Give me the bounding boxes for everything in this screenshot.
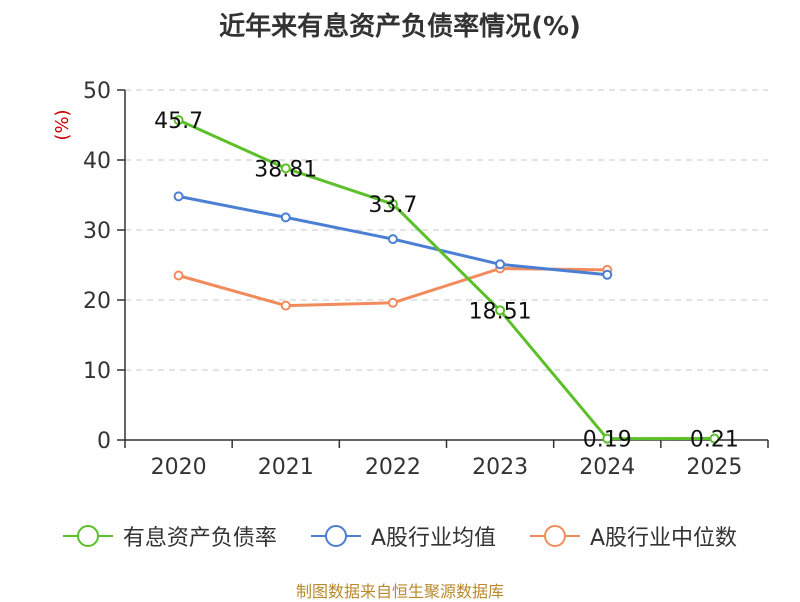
legend-item-industry-mean[interactable]: A股行业均值 <box>310 520 496 552</box>
legend-item-industry-median[interactable]: A股行业中位数 <box>530 520 737 552</box>
series-layer <box>173 115 720 444</box>
y-tick-label-30: 30 <box>83 219 111 244</box>
series-2-point-2022 <box>387 297 398 308</box>
y-tick-label-0: 0 <box>97 429 111 454</box>
series-1-point-2020 <box>173 191 184 202</box>
data-label-2024: 0.19 <box>583 428 632 453</box>
x-tick-label-2025: 2025 <box>686 455 742 480</box>
legend-swatch-interest-debt-ratio <box>62 525 113 547</box>
series-0-point-2021 <box>280 163 291 174</box>
legend-swatch-industry-mean <box>310 525 361 547</box>
grid-layer <box>125 89 768 371</box>
series-line-0 <box>177 118 715 441</box>
x-tick-label-2020: 2020 <box>151 455 207 480</box>
series-0-point-2025 <box>709 433 720 444</box>
x-tick-label-2024: 2024 <box>579 455 635 480</box>
series-1-point-2021 <box>280 212 291 223</box>
y-axis-unit-label: (%) <box>52 109 73 140</box>
series-0-point-2022 <box>387 199 398 210</box>
data-label-2025: 0.21 <box>690 428 739 453</box>
series-0-point-2023 <box>495 305 506 316</box>
data-label-2022: 33.7 <box>368 193 417 218</box>
label-layer: 45.7 38.81 33.7 18.51 0.19 0.21 <box>154 109 739 453</box>
series-2-point-2021 <box>280 300 291 311</box>
x-tick-label-2022: 2022 <box>365 455 421 480</box>
axis-layer: 0 10 20 30 40 50 (%) 2020 2021 2022 2023 2024 2025 <box>52 79 769 480</box>
y-tick-label-40: 40 <box>83 149 111 174</box>
series-0-point-2020 <box>173 115 184 126</box>
series-2-point-2020 <box>173 270 184 281</box>
y-tick-label-20: 20 <box>83 289 111 314</box>
data-label-2021: 38.81 <box>254 157 317 182</box>
source-note: 制图数据来自恒生聚源数据库 <box>295 582 504 601</box>
x-tick-label-2021: 2021 <box>258 455 314 480</box>
y-tick-label-50: 50 <box>83 79 111 104</box>
data-label-2023: 18.51 <box>469 299 532 324</box>
legend-label-industry-mean: A股行业均值 <box>370 526 496 551</box>
data-label-2020: 45.7 <box>154 109 203 134</box>
series-1-point-2022 <box>387 234 398 245</box>
series-1-point-2024 <box>602 269 613 280</box>
legend-item-interest-debt-ratio[interactable]: 有息资产负债率 <box>62 520 277 552</box>
legend-label-interest-debt-ratio: 有息资产负债率 <box>122 526 277 551</box>
legend: 有息资产负债率 A股行业均值 A股行业中位数 <box>0 520 800 552</box>
series-1-point-2023 <box>495 259 506 270</box>
chart-title: 近年来有息资产负债率情况(%) <box>219 12 581 42</box>
x-tick-label-2023: 2023 <box>472 455 528 480</box>
y-tick-label-10: 10 <box>83 359 111 384</box>
legend-label-industry-median: A股行业中位数 <box>590 526 738 551</box>
legend-swatch-industry-median <box>530 525 580 547</box>
series-0-point-2024 <box>602 433 613 444</box>
